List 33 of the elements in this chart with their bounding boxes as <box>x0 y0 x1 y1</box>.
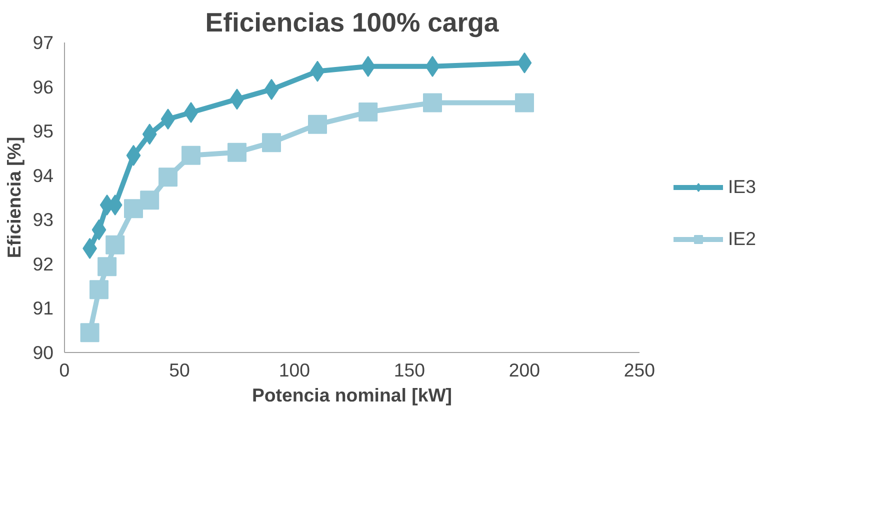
point <box>228 142 246 162</box>
point <box>182 146 200 165</box>
point <box>158 168 178 187</box>
y-tick-label: 97 <box>32 32 54 53</box>
point <box>124 199 143 218</box>
x-tick-label: 0 <box>59 360 70 380</box>
y-tick-label: 95 <box>32 120 54 142</box>
point <box>423 93 442 112</box>
point <box>262 133 281 152</box>
legend-label: IE3 <box>728 176 756 198</box>
y-tick-label: 96 <box>32 76 54 98</box>
x-axis-title: Potencia nominal [kW] <box>252 384 452 406</box>
y-tick-label: 93 <box>32 209 54 230</box>
point <box>358 102 378 122</box>
point <box>308 114 327 134</box>
chart-title: Eficiencias 100% carga <box>205 8 499 38</box>
y-axis-title: Eficiencia [%] <box>4 136 25 258</box>
y-tick-label: 90 <box>32 342 54 363</box>
point <box>98 257 117 276</box>
x-tick-label: 100 <box>278 360 310 380</box>
y-tick-label: 91 <box>32 298 54 319</box>
point <box>106 235 125 254</box>
point <box>90 280 108 300</box>
legend-label: IE2 <box>728 228 756 250</box>
point <box>80 323 100 342</box>
y-tick-label: 92 <box>32 253 54 274</box>
x-tick-label: 50 <box>169 360 190 380</box>
x-tick-label: 150 <box>394 360 426 380</box>
x-tick-label: 200 <box>508 360 540 380</box>
point <box>515 93 534 112</box>
x-tick-label: 250 <box>624 360 656 380</box>
point <box>140 190 160 210</box>
y-tick-label: 94 <box>32 164 54 186</box>
